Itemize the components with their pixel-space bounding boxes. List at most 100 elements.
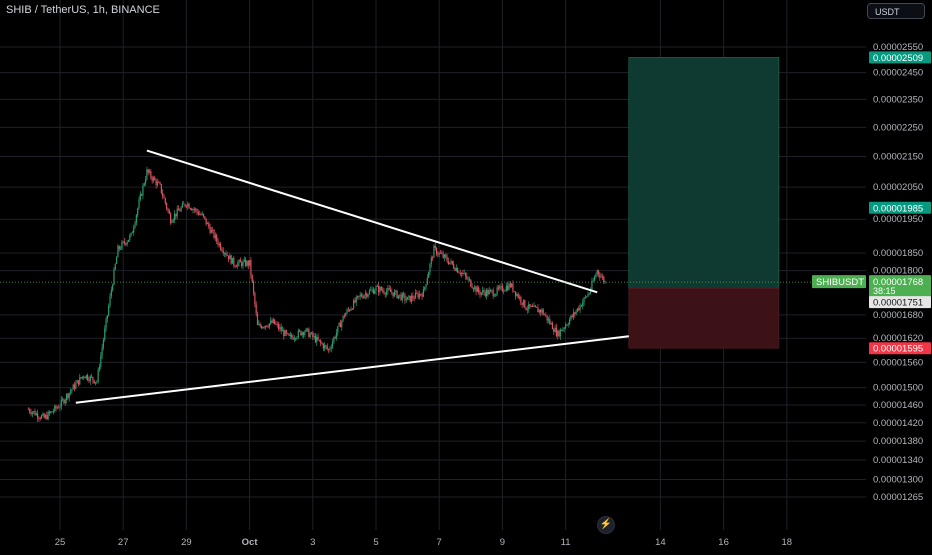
candle-body [229,255,231,260]
candle-body [412,295,414,299]
candle [89,374,91,385]
candle [279,323,281,332]
candle-body [44,415,47,418]
candle [81,376,83,380]
candle-body [279,327,281,329]
price-tick-label: 0.00002250 [873,122,923,133]
currency-selector-button[interactable]: USDT [867,3,925,19]
candle-body [39,418,41,420]
candle [114,263,116,271]
candle-body [478,287,480,293]
candle-body [491,290,493,291]
candle [137,207,139,218]
candle-body [476,287,478,293]
candle-body [457,268,459,273]
candle [508,281,510,291]
candle-body [583,297,585,303]
candle-body [380,287,382,291]
candle-body [156,182,159,186]
candle-body [588,293,590,295]
candle [592,277,594,283]
target-price-badge-bg [869,51,931,64]
candle [54,404,56,413]
candle-body [504,290,506,292]
candle [421,292,423,300]
candle-body [250,260,252,275]
candle [479,289,481,299]
candle [417,291,419,300]
candle [127,239,130,243]
candle [587,291,589,298]
candle [439,249,442,254]
candle-body [462,272,464,274]
candle [467,276,469,282]
candle [388,285,390,291]
candle [276,321,278,328]
candle [93,380,95,384]
candle [197,209,199,217]
candle-body [267,326,269,328]
candle-body [198,214,201,215]
candle [84,376,86,379]
candle-body [430,257,432,264]
candle [281,326,284,332]
candle [183,200,185,205]
candle [297,328,299,340]
candle [267,324,269,329]
candle [586,296,588,298]
candle [521,302,523,309]
candle [205,218,207,226]
candle [400,291,402,301]
candle [574,311,576,318]
candle [283,327,285,340]
candle [518,294,521,301]
candle [62,396,64,402]
candle-body [201,213,203,215]
candle-body [87,375,89,380]
time-tick-label: 27 [118,537,129,548]
price-tick-label: 0.00001340 [873,455,923,466]
candle-body [179,210,181,212]
candle-body [472,288,475,290]
candle-body [123,241,126,244]
candle [275,321,277,325]
candle [30,408,32,417]
price-tick-label: 0.00001800 [873,266,923,277]
candle [591,277,593,292]
candle [337,325,339,336]
candle [378,282,380,296]
candle [422,286,424,297]
candle [223,252,226,258]
candle [116,255,118,264]
candle [601,273,604,281]
candle-body [83,376,85,378]
candle [130,232,132,237]
time-tick-label: 7 [437,537,442,548]
candle [413,295,415,302]
candle-body [302,332,305,335]
candle [231,257,234,264]
candle-body [586,296,588,298]
candle-body [187,203,189,207]
candle-body [58,407,60,409]
lightning-icon[interactable]: ⚡ [597,516,615,534]
candle-body [305,328,307,332]
candle-body [173,213,176,220]
candle-body [420,293,422,295]
candle [414,289,417,299]
candle [101,343,103,360]
candle-body [252,281,255,293]
candle [233,255,235,268]
candle [478,286,480,295]
candle [76,379,78,384]
candle [234,264,236,269]
candle [433,244,435,258]
candle-body [192,208,194,211]
candle [302,331,305,339]
time-tick-label: 3 [310,537,315,548]
candle-body [300,330,302,336]
candle [526,305,529,314]
candle [73,381,76,392]
